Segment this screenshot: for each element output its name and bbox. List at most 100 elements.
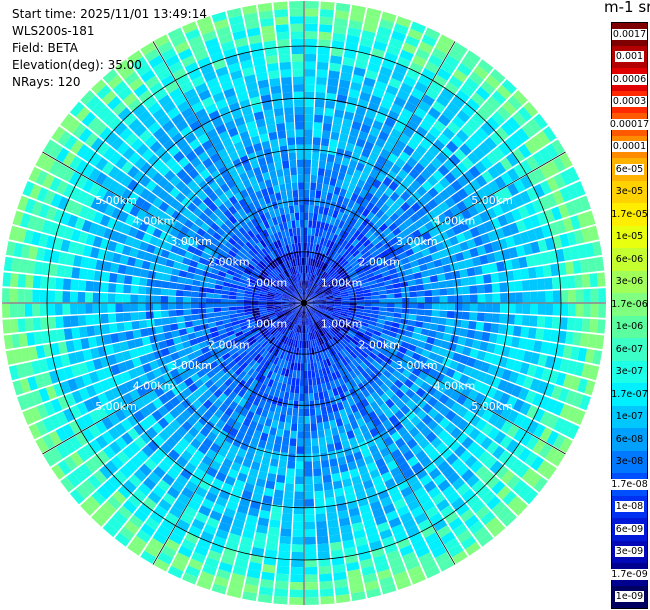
ppi-range-bin bbox=[292, 258, 297, 267]
ppi-range-bin bbox=[383, 275, 392, 282]
ppi-range-bin bbox=[138, 503, 153, 517]
ppi-range-bin bbox=[286, 321, 292, 329]
ppi-range-bin bbox=[338, 220, 345, 229]
ppi-range-bin bbox=[363, 292, 372, 297]
ppi-range-bin bbox=[169, 407, 181, 419]
ppi-range-bin bbox=[214, 408, 224, 419]
ppi-range-bin bbox=[275, 115, 285, 124]
ppi-range-bin bbox=[255, 118, 266, 128]
ppi-range-bin bbox=[247, 202, 256, 212]
ppi-range-bin bbox=[469, 294, 478, 303]
ppi-range-bin bbox=[492, 389, 504, 402]
ppi-range-bin bbox=[379, 298, 388, 303]
ppi-range-bin bbox=[275, 482, 285, 491]
ppi-range-bin bbox=[299, 219, 304, 228]
ppi-range-bin bbox=[248, 507, 260, 518]
ppi-range-bin bbox=[339, 463, 349, 473]
ppi-range-bin bbox=[350, 4, 366, 15]
ppi-range-bin bbox=[177, 248, 187, 257]
ppi-range-bin bbox=[433, 401, 445, 412]
ppi-range-bin bbox=[250, 272, 259, 279]
ppi-range-bin bbox=[334, 227, 342, 236]
ppi-range-bin bbox=[386, 365, 396, 374]
ppi-range-bin bbox=[176, 74, 191, 87]
ppi-range-bin bbox=[294, 332, 298, 340]
ppi-range-bin bbox=[78, 387, 90, 401]
ppi-range-bin bbox=[296, 370, 301, 379]
ppi-range-bin bbox=[305, 310, 308, 318]
ppi-range-bin bbox=[108, 166, 121, 180]
ppi-range-bin bbox=[213, 289, 222, 295]
ppi-range-bin bbox=[404, 174, 415, 185]
ppi-range-bin bbox=[212, 91, 225, 103]
ppi-range-bin bbox=[256, 71, 268, 82]
ppi-range-bin bbox=[538, 395, 551, 410]
ppi-range-bin bbox=[278, 459, 287, 469]
ppi-range-bin bbox=[305, 288, 309, 296]
ppi-range-bin bbox=[180, 409, 192, 421]
ppi-range-bin bbox=[242, 223, 251, 233]
ppi-range-bin bbox=[396, 56, 411, 69]
ppi-range-bin bbox=[540, 341, 550, 355]
ppi-range-bin bbox=[425, 238, 435, 248]
ppi-range-bin bbox=[243, 269, 252, 276]
ppi-range-bin bbox=[265, 55, 278, 65]
ppi-range-bin bbox=[424, 221, 435, 231]
ppi-range-bin bbox=[395, 246, 405, 255]
colorbar-cell: 1.7e-09 bbox=[610, 563, 649, 586]
ppi-range-bin bbox=[316, 520, 327, 530]
ppi-range-bin bbox=[217, 447, 229, 458]
ppi-range-bin bbox=[334, 109, 345, 119]
ppi-range-bin bbox=[379, 148, 391, 159]
ppi-range-bin bbox=[261, 188, 269, 198]
ppi-range-bin bbox=[11, 333, 21, 349]
ppi-range-bin bbox=[213, 398, 223, 409]
ppi-range-bin bbox=[85, 360, 96, 373]
ppi-range-bin bbox=[455, 162, 468, 175]
ppi-range-bin bbox=[117, 331, 127, 342]
ppi-range-bin bbox=[378, 290, 387, 295]
ppi-range-bin bbox=[283, 261, 289, 270]
ppi-range-bin bbox=[291, 46, 304, 55]
ppi-range-bin bbox=[438, 347, 448, 357]
ppi-range-bin bbox=[185, 444, 198, 456]
ppi-range-bin bbox=[319, 303, 327, 306]
ppi-range-bin bbox=[113, 220, 125, 233]
ppi-range-bin bbox=[286, 268, 292, 277]
ppi-range-bin bbox=[285, 182, 292, 192]
ppi-range-bin bbox=[49, 447, 63, 463]
ppi-range-bin bbox=[70, 315, 79, 327]
ppi-range-bin bbox=[24, 392, 36, 408]
ppi-range-bin bbox=[167, 107, 181, 120]
ppi-range-bin bbox=[273, 331, 281, 339]
ppi-range-bin bbox=[22, 409, 35, 425]
ppi-range-bin bbox=[266, 62, 279, 72]
ppi-range-bin bbox=[249, 404, 258, 414]
ppi-range-bin bbox=[416, 398, 427, 409]
ppi-range-bin bbox=[243, 583, 259, 594]
ppi-range-bin bbox=[499, 392, 511, 406]
ppi-range-bin bbox=[455, 232, 466, 243]
ppi-range-bin bbox=[147, 204, 159, 216]
ppi-range-bin bbox=[200, 374, 210, 384]
ppi-range-bin bbox=[266, 235, 273, 245]
ppi-range-bin bbox=[339, 248, 347, 256]
ppi-range-bin bbox=[461, 157, 474, 170]
ppi-range-bin bbox=[424, 27, 441, 41]
ppi-range-bin bbox=[285, 311, 292, 317]
ppi-range-bin bbox=[442, 333, 452, 342]
ppi-range-bin bbox=[512, 90, 528, 106]
ppi-range-bin bbox=[26, 260, 36, 274]
ppi-range-bin bbox=[587, 257, 597, 273]
ppi-range-bin bbox=[258, 250, 266, 258]
ppi-range-bin bbox=[95, 420, 108, 434]
ppi-range-bin bbox=[204, 557, 220, 569]
ppi-range-bin bbox=[280, 191, 288, 200]
ppi-range-bin bbox=[300, 317, 303, 326]
ppi-range-bin bbox=[361, 84, 374, 95]
ppi-range-bin bbox=[200, 275, 210, 283]
ppi-range-bin bbox=[311, 167, 318, 176]
ppi-range-bin bbox=[592, 349, 603, 365]
ppi-range-bin bbox=[45, 385, 58, 400]
ppi-range-bin bbox=[479, 341, 489, 352]
